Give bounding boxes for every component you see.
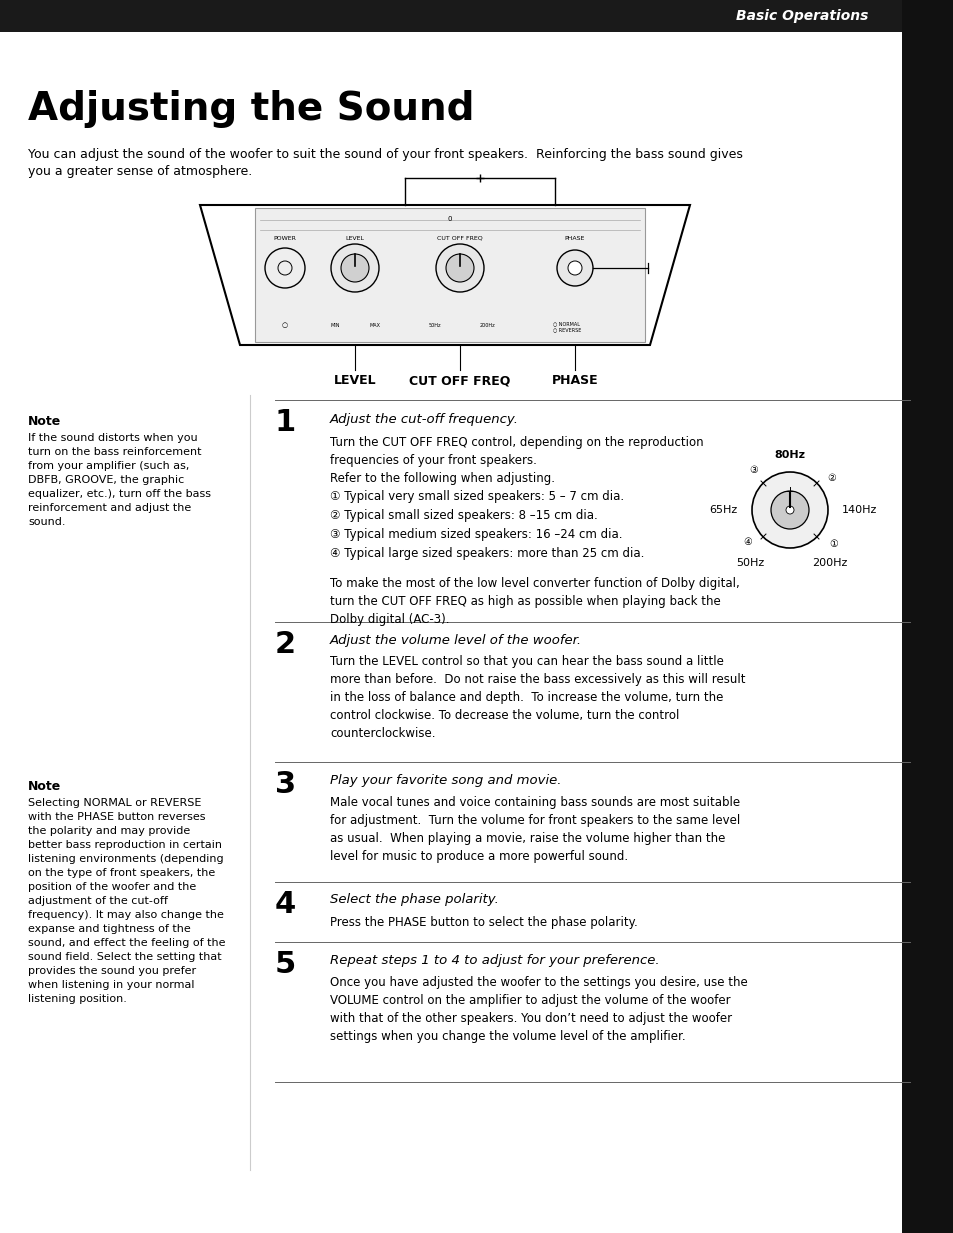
Text: 200Hz: 200Hz bbox=[811, 559, 847, 568]
Text: 200Hz: 200Hz bbox=[478, 323, 495, 328]
Text: CUT OFF FREQ: CUT OFF FREQ bbox=[409, 374, 510, 387]
Text: To make the most of the low level converter function of Dolby digital,
turn the : To make the most of the low level conver… bbox=[330, 577, 739, 626]
Text: 3: 3 bbox=[274, 769, 295, 799]
Text: 5: 5 bbox=[274, 949, 296, 979]
Text: Turn the CUT OFF FREQ control, depending on the reproduction
frequencies of your: Turn the CUT OFF FREQ control, depending… bbox=[330, 436, 703, 467]
Text: Play your favorite song and movie.: Play your favorite song and movie. bbox=[330, 774, 561, 787]
Text: PHASE: PHASE bbox=[564, 236, 584, 240]
Circle shape bbox=[331, 244, 378, 292]
Text: you a greater sense of atmosphere.: you a greater sense of atmosphere. bbox=[28, 165, 252, 178]
Text: Adjust the cut-off frequency.: Adjust the cut-off frequency. bbox=[330, 413, 518, 425]
Text: Once you have adjusted the woofer to the settings you desire, use the
VOLUME con: Once you have adjusted the woofer to the… bbox=[330, 977, 747, 1043]
Circle shape bbox=[446, 254, 474, 282]
Text: 50Hz: 50Hz bbox=[428, 323, 441, 328]
Text: 50Hz: 50Hz bbox=[735, 559, 763, 568]
FancyBboxPatch shape bbox=[254, 208, 644, 342]
Text: POWER: POWER bbox=[274, 236, 296, 240]
Text: Turn the LEVEL control so that you can hear the bass sound a little
more than be: Turn the LEVEL control so that you can h… bbox=[330, 655, 744, 740]
Text: Selecting NORMAL or REVERSE
with the PHASE button reverses
the polarity and may : Selecting NORMAL or REVERSE with the PHA… bbox=[28, 798, 225, 1004]
Text: 0: 0 bbox=[447, 216, 452, 222]
Text: ①: ① bbox=[829, 539, 838, 549]
Text: Repeat steps 1 to 4 to adjust for your preference.: Repeat steps 1 to 4 to adjust for your p… bbox=[330, 954, 659, 967]
Text: Select the phase polarity.: Select the phase polarity. bbox=[330, 893, 498, 906]
Text: PHASE: PHASE bbox=[551, 374, 598, 387]
Text: Male vocal tunes and voice containing bass sounds are most suitable
for adjustme: Male vocal tunes and voice containing ba… bbox=[330, 797, 740, 863]
Text: Refer to the following when adjusting.: Refer to the following when adjusting. bbox=[330, 472, 555, 485]
Text: Note: Note bbox=[28, 780, 61, 793]
FancyBboxPatch shape bbox=[0, 0, 905, 32]
FancyBboxPatch shape bbox=[901, 0, 953, 1233]
Circle shape bbox=[751, 472, 827, 547]
Text: 80Hz: 80Hz bbox=[774, 450, 804, 460]
Circle shape bbox=[436, 244, 483, 292]
Text: Press the PHASE button to select the phase polarity.: Press the PHASE button to select the pha… bbox=[330, 916, 638, 928]
Text: You can adjust the sound of the woofer to suit the sound of your front speakers.: You can adjust the sound of the woofer t… bbox=[28, 148, 742, 162]
Text: 4: 4 bbox=[274, 890, 296, 919]
Text: If the sound distorts when you
turn on the bass reinforcement
from your amplifie: If the sound distorts when you turn on t… bbox=[28, 433, 211, 526]
Text: Adjust the volume level of the woofer.: Adjust the volume level of the woofer. bbox=[330, 634, 581, 647]
Text: ③: ③ bbox=[749, 465, 758, 475]
Text: MAX: MAX bbox=[369, 323, 380, 328]
Text: MIN: MIN bbox=[330, 323, 339, 328]
Circle shape bbox=[770, 491, 808, 529]
Text: LEVEL: LEVEL bbox=[334, 374, 375, 387]
Text: Basic Operations: Basic Operations bbox=[735, 9, 867, 23]
Text: 140Hz: 140Hz bbox=[841, 506, 877, 515]
Circle shape bbox=[785, 506, 793, 514]
Text: Adjusting the Sound: Adjusting the Sound bbox=[28, 90, 474, 128]
Text: 1: 1 bbox=[274, 408, 296, 436]
Text: ○ REVERSE: ○ REVERSE bbox=[553, 327, 580, 332]
Text: CUT OFF FREQ: CUT OFF FREQ bbox=[436, 236, 482, 240]
Circle shape bbox=[557, 250, 593, 286]
Text: ④: ④ bbox=[742, 538, 752, 547]
Circle shape bbox=[340, 254, 369, 282]
Text: Note: Note bbox=[28, 416, 61, 428]
Text: ○: ○ bbox=[282, 322, 288, 328]
Text: ②: ② bbox=[827, 473, 836, 483]
Circle shape bbox=[567, 261, 581, 275]
Text: 65Hz: 65Hz bbox=[709, 506, 738, 515]
Text: ○ NORMAL: ○ NORMAL bbox=[553, 321, 579, 326]
Text: LEVEL: LEVEL bbox=[345, 236, 364, 240]
Text: ① Typical very small sized speakers: 5 – 7 cm dia.
② Typical small sized speaker: ① Typical very small sized speakers: 5 –… bbox=[330, 490, 643, 560]
Text: 2: 2 bbox=[274, 630, 295, 658]
